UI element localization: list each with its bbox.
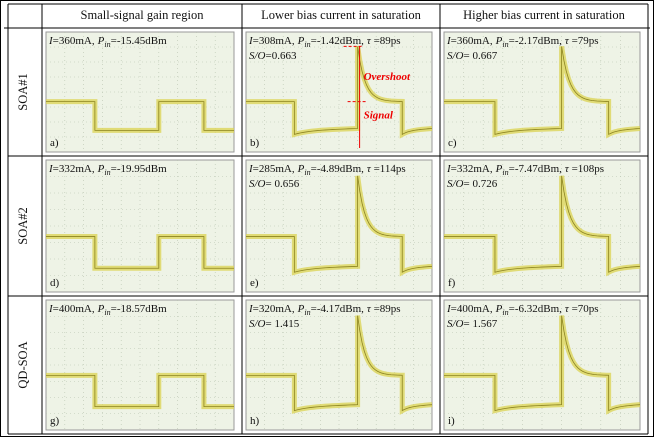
power-value: =-6.32dBm, [509, 303, 563, 315]
current-value: =332mA, [53, 163, 95, 175]
ratio-value: = 0.667 [464, 50, 498, 62]
current-value: =360mA, [451, 35, 493, 47]
panel-tag: c) [448, 137, 457, 149]
tau-value: =114ps [371, 163, 406, 175]
column-header: Small-signal gain region [81, 8, 205, 22]
panel-tag: h) [250, 415, 260, 427]
ratio-value: = 1.567 [464, 318, 498, 330]
tau-value: =89ps [371, 303, 401, 315]
current-value: =320mA, [253, 303, 295, 315]
current-value: =400mA, [53, 303, 95, 315]
ratio-label: S/O [249, 178, 266, 190]
current-value: =360mA, [53, 35, 95, 47]
power-value: =-1.42dBm, [311, 35, 365, 47]
figure: Small-signal gain region Lower bias curre… [0, 0, 654, 437]
ratio: S/O= 1.567 [447, 318, 498, 330]
current-value: =308mA, [253, 35, 295, 47]
current-value: =400mA, [451, 303, 493, 315]
row-label: SOA#2 [16, 207, 30, 245]
column-header: Higher bias current in saturation [463, 8, 626, 22]
tau-value: =70ps [569, 303, 599, 315]
panel-tag: f) [448, 277, 456, 289]
tau-value: =108ps [569, 163, 604, 175]
ratio: S/O= 1.415 [249, 318, 300, 330]
row-label: SOA#1 [16, 73, 30, 111]
panel-tag: b) [250, 137, 260, 149]
power-value: =-7.47dBm, [509, 163, 563, 175]
annotation: Signal [364, 109, 394, 121]
ratio: S/O=0.663 [249, 50, 297, 62]
ratio-value: = 0.726 [464, 178, 498, 190]
ratio-label: S/O [447, 318, 464, 330]
current-value: =285mA, [253, 163, 295, 175]
ratio-label: S/O [249, 318, 266, 330]
parameters: I=285mA,Pin=-4.89dBm,τ =114ps [248, 163, 406, 177]
parameters: I=320mA,Pin=-4.17dBm,τ =89ps [248, 303, 401, 317]
panel-tag: i) [448, 415, 455, 427]
power-value: =-15.45dBm [111, 35, 167, 47]
power-value: =-19.95dBm [111, 163, 167, 175]
ratio: S/O= 0.726 [447, 178, 498, 190]
panel-tag: a) [50, 137, 59, 149]
annotation: Overshoot [364, 71, 411, 83]
panel-tag: d) [50, 277, 60, 289]
panel-tag: g) [50, 415, 60, 427]
panel-tag: e) [250, 277, 259, 289]
ratio-label: S/O [447, 178, 464, 190]
row-label: QD-SOA [16, 341, 30, 388]
power-value: =-18.57dBm [111, 303, 167, 315]
parameters: I=308mA,Pin=-1.42dBm,τ =89ps [248, 35, 401, 49]
ratio-value: = 1.415 [266, 318, 300, 330]
power-value: =-4.17dBm, [311, 303, 365, 315]
power-value: =-2.17dBm, [509, 35, 563, 47]
column-header: Lower bias current in saturation [261, 8, 421, 22]
current-value: =332mA, [451, 163, 493, 175]
ratio-label: S/O [447, 50, 464, 62]
ratio-value: =0.663 [266, 50, 297, 62]
ratio-label: S/O [249, 50, 266, 62]
ratio: S/O= 0.656 [249, 178, 300, 190]
parameters: I=360mA,Pin=-2.17dBm,τ =79ps [446, 35, 599, 49]
ratio-value: = 0.656 [266, 178, 300, 190]
parameters: I=332mA,Pin=-7.47dBm,τ =108ps [446, 163, 604, 177]
power-value: =-4.89dBm, [311, 163, 365, 175]
tau-value: =79ps [569, 35, 599, 47]
parameters: I=400mA,Pin=-6.32dBm,τ =70ps [446, 303, 599, 317]
tau-value: =89ps [371, 35, 401, 47]
ratio: S/O= 0.667 [447, 50, 498, 62]
